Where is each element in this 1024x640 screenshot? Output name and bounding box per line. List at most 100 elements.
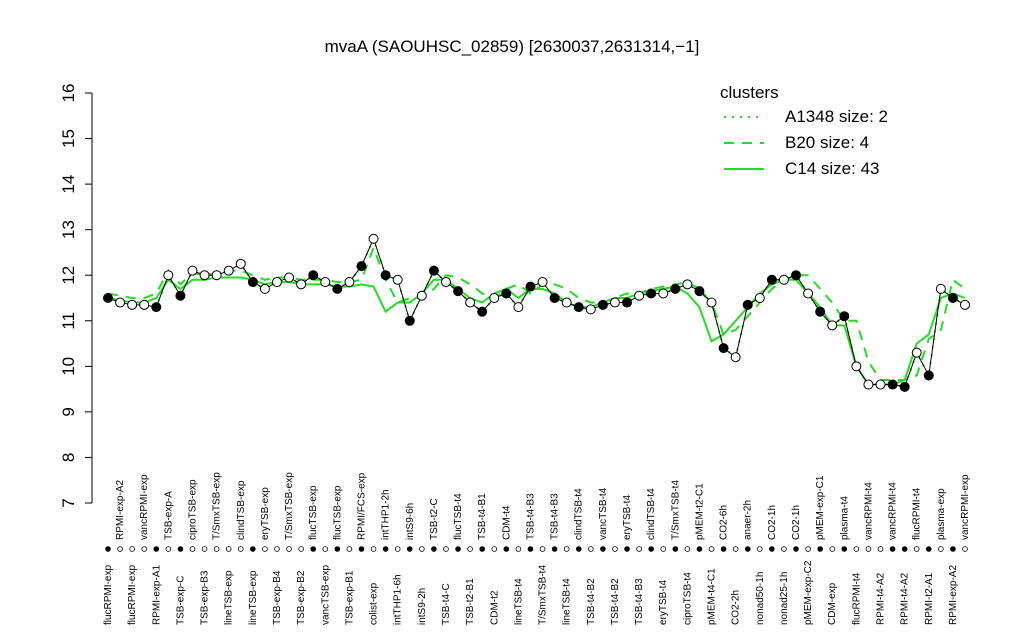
x-tick-label: CDM-exp bbox=[827, 582, 838, 625]
point bbox=[766, 274, 777, 285]
rug-dot bbox=[853, 546, 860, 552]
point bbox=[477, 306, 488, 317]
x-tick-label: intS9-6h bbox=[405, 503, 416, 540]
x-tick-label: TSB-exp-B4 bbox=[272, 570, 283, 625]
x-tick-label: eryTSB-t4 bbox=[622, 495, 633, 540]
point bbox=[223, 265, 234, 276]
point bbox=[875, 379, 886, 390]
x-tick-label: flucTSB-exp bbox=[332, 485, 343, 540]
x-tick-label: RPMI-exp-A1 bbox=[151, 565, 162, 625]
rug-dot bbox=[189, 546, 196, 552]
cluster-line bbox=[107, 236, 966, 388]
rug-dot bbox=[455, 546, 461, 552]
x-tick-label: plasma-exp bbox=[936, 488, 947, 540]
point bbox=[235, 258, 246, 269]
rug-dot bbox=[515, 546, 522, 552]
x-tick-label: TSB-t2-C bbox=[429, 498, 440, 540]
y-tick-label: 9 bbox=[59, 407, 78, 416]
cluster-line bbox=[107, 245, 966, 381]
x-tick-label: flucTSB-exp bbox=[308, 485, 319, 540]
point bbox=[899, 381, 910, 392]
x-tick-label: vancTSB-t4 bbox=[598, 487, 609, 540]
point bbox=[815, 306, 826, 317]
rug-dot bbox=[286, 546, 292, 552]
point bbox=[923, 370, 934, 381]
rug-dot bbox=[201, 546, 208, 552]
rug-dot bbox=[925, 546, 932, 552]
x-tick-label: RPMI/FCS-exp bbox=[356, 472, 367, 540]
x-tick-label: RPMI-t2-A1 bbox=[924, 572, 935, 625]
point bbox=[778, 274, 789, 285]
rug-dot bbox=[696, 546, 703, 552]
point bbox=[549, 293, 560, 303]
rug-dot bbox=[539, 546, 546, 552]
point bbox=[827, 320, 838, 331]
rug-dot bbox=[406, 546, 413, 552]
x-tick-label: pMEM-t4-C1 bbox=[707, 568, 718, 625]
rug-dot bbox=[672, 546, 679, 552]
x-tick-label: vancTSB-exp bbox=[320, 565, 331, 625]
point bbox=[103, 293, 113, 303]
x-tick-label: vancRPMI-t4 bbox=[888, 482, 899, 540]
point bbox=[742, 299, 753, 310]
x-tick-label: vancRPMI-t4 bbox=[863, 482, 874, 540]
legend-title: clusters bbox=[720, 83, 779, 102]
rug-dot bbox=[551, 546, 558, 552]
x-tick-label: lineTSB-exp bbox=[248, 570, 259, 625]
rug-dot bbox=[901, 546, 908, 552]
x-tick-label: ciproTSB-exp bbox=[187, 479, 198, 540]
point bbox=[296, 279, 307, 290]
x-tick-label: CDM-t4 bbox=[501, 505, 512, 540]
rug-dot bbox=[769, 546, 775, 552]
point bbox=[332, 283, 343, 294]
x-tick-label: TSB-t4-B3 bbox=[525, 493, 536, 540]
point bbox=[718, 343, 729, 354]
point bbox=[115, 297, 126, 308]
point bbox=[320, 277, 331, 288]
rug-dot bbox=[793, 546, 799, 552]
x-tick-label: TSB-t2-B1 bbox=[465, 578, 476, 625]
point bbox=[404, 315, 415, 326]
point bbox=[271, 277, 282, 288]
point bbox=[465, 297, 476, 308]
rug-dot bbox=[262, 546, 268, 552]
rug-dot bbox=[129, 546, 135, 552]
point bbox=[839, 311, 850, 322]
rug-dot bbox=[781, 546, 787, 552]
x-tick-label: intTHP1-6h bbox=[393, 574, 404, 625]
x-tick-label: pMEM-exp-C2 bbox=[803, 560, 814, 625]
rug-dot bbox=[503, 546, 510, 552]
point bbox=[597, 299, 608, 310]
point bbox=[573, 302, 584, 313]
point bbox=[380, 270, 391, 281]
rug-dot bbox=[636, 546, 642, 552]
point bbox=[163, 270, 174, 281]
point bbox=[947, 293, 958, 303]
point bbox=[634, 290, 645, 301]
rug-dot bbox=[588, 546, 594, 552]
x-tick-label: nonad50-1h bbox=[755, 572, 766, 625]
rug-dot bbox=[720, 546, 727, 552]
point bbox=[911, 347, 922, 358]
point bbox=[440, 277, 451, 288]
x-tick-label: TSB-exp-B3 bbox=[200, 570, 211, 625]
point bbox=[658, 288, 669, 299]
rug-dot bbox=[575, 546, 582, 552]
rug-dot bbox=[431, 546, 437, 552]
x-tick-label: lineTSB-exp bbox=[224, 570, 235, 625]
point bbox=[308, 270, 319, 281]
point bbox=[344, 277, 355, 288]
rug-dot bbox=[600, 546, 606, 552]
point bbox=[428, 265, 439, 276]
rug-dot bbox=[250, 546, 256, 552]
rug-dot bbox=[708, 546, 715, 552]
point bbox=[537, 277, 548, 288]
x-tick-label: ciproTSB-t4 bbox=[682, 572, 693, 625]
point bbox=[622, 297, 633, 308]
x-tick-label: flucRPMI-t4 bbox=[912, 487, 923, 540]
rug-dot bbox=[757, 546, 763, 552]
point bbox=[187, 265, 198, 276]
x-tick-label: T/SmxTSB-t4 bbox=[670, 480, 681, 540]
point bbox=[525, 281, 536, 292]
